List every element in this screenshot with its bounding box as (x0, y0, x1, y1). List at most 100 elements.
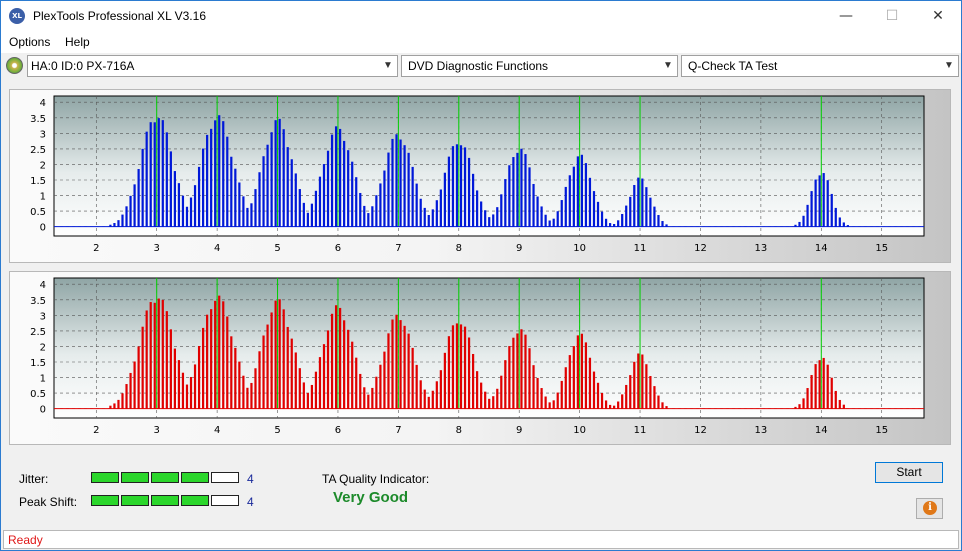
histogram-bar (584, 342, 588, 409)
x-tick-label: 6 (335, 243, 341, 254)
histogram-bar (210, 309, 213, 409)
x-tick-label: 9 (516, 425, 522, 436)
disc-icon (6, 57, 23, 74)
histogram-bar (161, 299, 164, 409)
jitter-value: 4 (247, 472, 254, 486)
peak-shift-value: 4 (247, 495, 254, 509)
histogram-bar (399, 139, 402, 227)
close-button[interactable]: ✕ (932, 8, 944, 24)
maximize-button[interactable]: ☐ (885, 8, 899, 24)
histogram-bar (177, 360, 181, 409)
histogram-bar (560, 380, 563, 409)
histogram-bar (443, 352, 446, 409)
histogram-bar (548, 220, 551, 227)
histogram-bar (379, 183, 382, 227)
peak-shift-chart: 0 0.5 1 1.5 2 2.5 3 3.5 4 2 3 4 5 6 7 8 9 10 11 12 13 14 15 (30, 277, 925, 436)
histogram-bar (294, 352, 297, 409)
histogram-bar (169, 151, 172, 227)
histogram-bar (282, 309, 285, 409)
histogram-bar (161, 120, 164, 227)
start-button[interactable]: Start (875, 462, 943, 483)
histogram-bar (238, 361, 241, 409)
histogram-bar (258, 351, 261, 409)
histogram-bar (625, 384, 628, 409)
histogram-bar (580, 154, 584, 227)
histogram-bar (451, 325, 455, 409)
histogram-bar (109, 405, 112, 409)
histogram-bar (641, 178, 644, 227)
x-tick-label: 14 (815, 425, 828, 436)
function-select[interactable]: DVD Diagnostic Functions ▼ (401, 55, 678, 77)
histogram-bar (629, 196, 632, 227)
histogram-bar (584, 163, 588, 227)
jitter-meter-segment (151, 472, 179, 483)
histogram-bar (488, 217, 491, 227)
histogram-bar (367, 213, 370, 227)
y-tick-label: 2.5 (30, 327, 46, 338)
histogram-bar (556, 211, 559, 227)
histogram-bar (242, 375, 245, 409)
histogram-bar (480, 201, 483, 227)
histogram-bar (371, 387, 374, 409)
histogram-bar (250, 203, 253, 227)
histogram-bar (117, 220, 120, 227)
histogram-bar (339, 128, 342, 227)
peak-shift-meter-segment (181, 495, 209, 506)
histogram-bar (665, 224, 668, 227)
x-tick-label: 8 (456, 425, 462, 436)
histogram-bar (572, 346, 575, 409)
histogram-bar (842, 222, 845, 227)
histogram-bar (476, 371, 479, 409)
histogram-bar (617, 401, 620, 409)
histogram-bar (463, 147, 467, 227)
histogram-bar (181, 195, 185, 227)
histogram-bar (427, 396, 430, 409)
histogram-bar (596, 201, 600, 227)
y-tick-label: 3.5 (30, 296, 46, 307)
histogram-bar (133, 184, 136, 227)
histogram-bar (294, 173, 297, 227)
jitter-chart-panel: 0 0.5 1 1.5 2 2.5 3 3.5 4 2 3 4 5 6 7 8 9 10 11 12 13 14 15 (9, 89, 951, 263)
histogram-bar (383, 170, 386, 227)
device-select[interactable]: HA:0 ID:0 PX-716A ▼ (27, 55, 398, 77)
minimize-button[interactable]: — (839, 8, 853, 24)
histogram-bar (814, 364, 817, 409)
histogram-bar (524, 154, 527, 227)
histogram-bar (576, 335, 579, 409)
histogram-bar (613, 405, 616, 409)
y-tick-label: 2 (40, 342, 46, 353)
histogram-bar (447, 336, 451, 409)
histogram-bar (568, 175, 571, 227)
histogram-bar (608, 223, 612, 227)
histogram-bar (310, 384, 314, 409)
histogram-bar (395, 134, 398, 227)
y-tick-label: 2 (40, 160, 46, 171)
histogram-bar (657, 215, 660, 227)
histogram-bar (496, 388, 499, 409)
histogram-bar (347, 150, 350, 227)
histogram-bar (129, 195, 132, 227)
histogram-bar (214, 300, 217, 409)
test-select[interactable]: Q-Check TA Test ▼ (681, 55, 959, 77)
histogram-bar (302, 382, 305, 409)
histogram-bar (822, 173, 825, 227)
menu-options[interactable]: Options (9, 35, 51, 49)
jitter-chart: 0 0.5 1 1.5 2 2.5 3 3.5 4 2 3 4 5 6 7 8 9 10 11 12 13 14 15 (30, 95, 925, 254)
histogram-bar (214, 120, 217, 227)
histogram-bar (137, 169, 140, 227)
peak-shift-label: Peak Shift: (19, 495, 78, 509)
title-bar[interactable]: XL PlexTools Professional XL V3.16 — ☐ ✕ (1, 1, 961, 31)
histogram-bar (407, 152, 410, 227)
menu-help[interactable]: Help (65, 35, 90, 49)
histogram-bar (258, 172, 261, 227)
histogram-bar (234, 347, 237, 409)
chevron-down-icon: ▼ (383, 60, 393, 71)
info-button[interactable]: i (916, 498, 943, 519)
x-tick-label: 11 (634, 243, 647, 254)
histogram-bar (201, 148, 205, 227)
histogram-bar (230, 336, 233, 409)
histogram-bar (157, 118, 160, 227)
histogram-bar (476, 190, 479, 227)
histogram-bar (165, 132, 168, 227)
histogram-bar (435, 200, 438, 227)
